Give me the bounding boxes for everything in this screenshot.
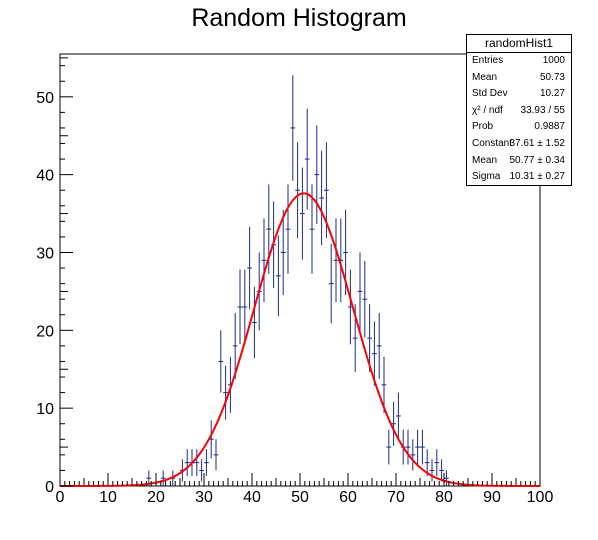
stats-value: 37.61 ± 1.52 [509,137,565,149]
stats-value: 33.93 / 55 [520,104,565,116]
stats-title: randomHist1 [467,35,571,53]
histogram-bin [314,125,320,224]
axes: 0 10 20 30 40 50 60 70 80 90 100 0 10 20 30 40 50 [36,57,554,506]
x-tick-label: 30 [195,489,213,506]
histogram-bin [295,142,300,239]
stats-label: Constant [472,137,513,149]
x-tick-label: 90 [483,489,501,506]
y-tick-label: 0 [45,479,54,496]
y-tick-label: 30 [36,245,54,262]
y-tick-label: 20 [36,323,54,340]
histogram-bin [242,269,248,345]
stats-value: 10.31 ± 0.27 [509,171,565,183]
stats-label: Prob [472,121,494,133]
fit-curve-group [60,192,540,487]
y-tick-label: 50 [36,90,54,107]
histogram-bins [146,75,449,486]
stats-label: Std Dev [472,88,508,100]
histogram-bin [300,167,305,260]
histogram-bin [386,429,392,465]
stats-row: Prob 0.9887 [467,119,571,136]
x-tick-label: 20 [147,489,165,506]
histogram-bin [424,449,430,477]
stats-label: χ² / ndf [472,104,503,116]
histogram-bin [194,449,200,477]
histogram-bin [439,459,444,482]
histogram-bin [391,401,396,446]
x-tick-label: 40 [243,489,261,506]
histogram-bin [410,439,416,471]
x-tick-label: 0 [56,489,65,506]
histogram-bin [333,218,339,303]
histogram-bin [261,218,267,303]
stats-row: Mean 50.73 [467,70,571,87]
histogram-bin [237,269,243,345]
x-tick-label: 10 [99,489,117,506]
stats-rows: Entries 1000 Mean 50.73 Std Dev 10.27 χ² / ndf… [467,53,571,186]
histogram-bin [396,392,401,440]
histogram-bin [247,226,252,310]
histogram-bin [309,184,315,274]
histogram-bin [285,184,291,274]
x-tick-label: 60 [339,489,357,506]
stats-row: Mean 50.77 ± 0.34 [467,153,571,170]
x-tick-label: 70 [387,489,405,506]
histogram-bin [319,150,324,246]
histogram-bin [362,261,368,338]
histogram-bin [252,286,257,359]
histogram-bin [160,470,166,486]
stats-row: Sigma 10.31 ± 0.27 [467,169,571,186]
stats-value: 50.73 [539,71,565,83]
histogram-bin [199,459,204,482]
stats-row: χ² / ndf 33.93 / 55 [467,103,571,120]
histogram-bin [434,449,440,477]
y-tick-label: 40 [36,168,54,185]
histogram-bin [290,75,296,181]
histogram-bin [357,252,363,331]
histogram-bin [223,365,228,420]
histogram-bin [304,108,310,210]
histogram-bin [276,235,281,317]
histogram-bin [367,304,372,373]
histogram-bin [280,209,286,296]
y-tick-label: 10 [36,401,54,418]
stats-value: 1000 [542,55,565,66]
stats-row: Constant 37.61 ± 1.52 [467,136,571,153]
histogram-bin [429,459,435,482]
histogram-bin [405,429,411,465]
stats-label: Mean [472,71,498,83]
histogram-bin [184,449,190,477]
histogram-bin [444,470,449,486]
x-tick-label: 50 [291,489,309,506]
x-tick-label: 100 [527,489,554,506]
stats-row: Std Dev 10.27 [467,86,571,103]
histogram-bin [218,330,224,393]
stats-row: Entries 1000 [467,53,571,70]
histogram-bin [420,429,425,465]
histogram-bin [232,312,238,379]
stats-value: 50.77 ± 0.34 [509,154,565,166]
histogram-bin [381,356,387,413]
histogram-bin [415,429,420,465]
x-tick-label: 80 [435,489,453,506]
histogram-bin [204,449,209,477]
fit-curve [60,192,540,487]
stats-label: Entries [472,55,504,66]
histogram-bin [328,243,334,324]
chart-title: Random Histogram [191,4,407,32]
stats-value: 10.27 [539,88,565,100]
histogram-bin [372,321,377,386]
stats-value: 0.9887 [534,121,565,133]
stats-label: Mean [472,154,498,166]
histogram-bin [376,312,382,379]
stats-label: Sigma [472,171,501,183]
histogram-bin [213,439,219,471]
stats-box: randomHist1 Entries 1000 Mean 50.73 Std Dev 1… [466,34,572,186]
